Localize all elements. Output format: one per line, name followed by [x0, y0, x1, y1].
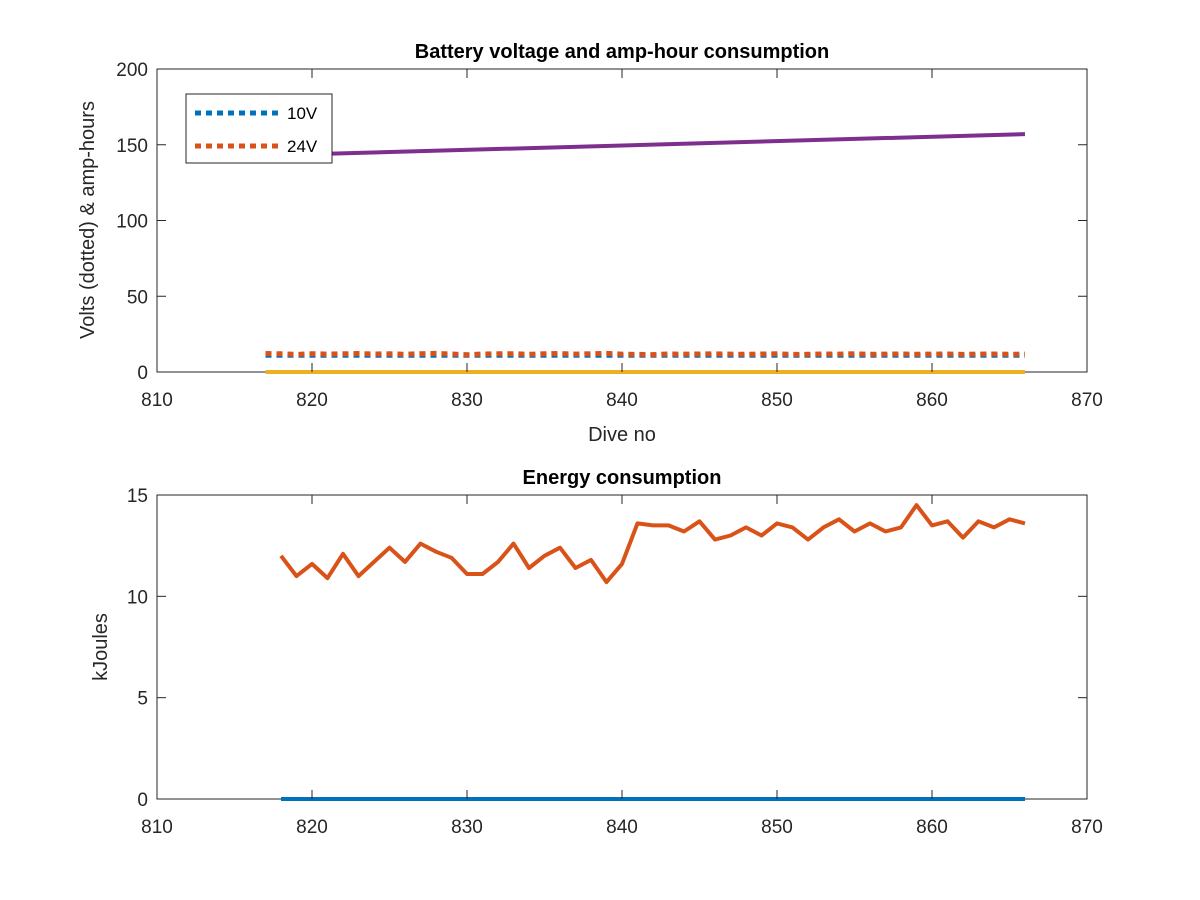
battery-x-tick-label: 820	[296, 390, 328, 411]
battery-y-tick-label: 150	[116, 136, 148, 157]
battery-tick-layer: 810 820 830 840 850 860 870 0 50 100 150 200	[116, 60, 1103, 411]
battery-x-tick-label: 870	[1071, 390, 1103, 411]
battery-y-axis-label: Volts (dotted) & amp-hours	[77, 101, 99, 339]
energy-y-tick-label: 0	[137, 790, 148, 811]
battery-x-tick-label: 840	[606, 390, 638, 411]
energy-tick-layer: 810 820 830 840 850 860 870 0 5 10 15	[127, 486, 1103, 838]
energy-y-axis-label: kJoules	[90, 613, 112, 681]
energy-x-tick-label: 850	[761, 817, 793, 838]
energy-x-tick-label: 840	[606, 817, 638, 838]
battery-y-tick-label: 50	[127, 287, 148, 308]
battery-x-tick-label: 810	[141, 390, 173, 411]
energy-series-1-line	[279, 503, 1026, 585]
battery-x-tick-label: 850	[761, 390, 793, 411]
battery-x-axis-label: Dive no	[588, 424, 656, 446]
energy-chart: 810 820 830 840 850 860 870 0 5 10 15 Energy consu…	[90, 467, 1103, 838]
battery-chart: 810 820 830 840 850 860 870 0 50 100 150 200 Batter…	[77, 41, 1103, 446]
energy-y-tick-label: 5	[137, 689, 148, 710]
energy-y-tick-label: 10	[127, 587, 148, 608]
energy-x-tick-label: 810	[141, 817, 173, 838]
energy-series-layer	[279, 503, 1026, 801]
battery-chart-title: Battery voltage and amp-hour consumption	[415, 41, 829, 63]
legend-label-24v: 24V	[287, 137, 318, 156]
legend-box	[185, 93, 333, 164]
legend-label-10v: 10V	[287, 104, 318, 123]
energy-x-tick-label: 860	[916, 817, 948, 838]
energy-x-tick-label: 820	[296, 817, 328, 838]
energy-x-tick-label: 830	[451, 817, 483, 838]
battery-y-tick-label: 0	[137, 363, 148, 384]
energy-y-tick-label: 15	[127, 486, 148, 507]
energy-x-tick-label: 870	[1071, 817, 1103, 838]
battery-series-24v-line	[265, 350, 1026, 358]
energy-chart-title: Energy consumption	[523, 467, 722, 489]
battery-series-layer	[265, 132, 1026, 374]
battery-series-3-line	[327, 132, 1026, 156]
battery-y-tick-label: 200	[116, 60, 148, 81]
battery-legend: 10V 24V	[185, 93, 333, 164]
battery-x-tick-label: 860	[916, 390, 948, 411]
battery-x-tick-label: 830	[451, 390, 483, 411]
battery-y-tick-label: 100	[116, 212, 148, 233]
energy-axes-box	[156, 494, 1088, 800]
